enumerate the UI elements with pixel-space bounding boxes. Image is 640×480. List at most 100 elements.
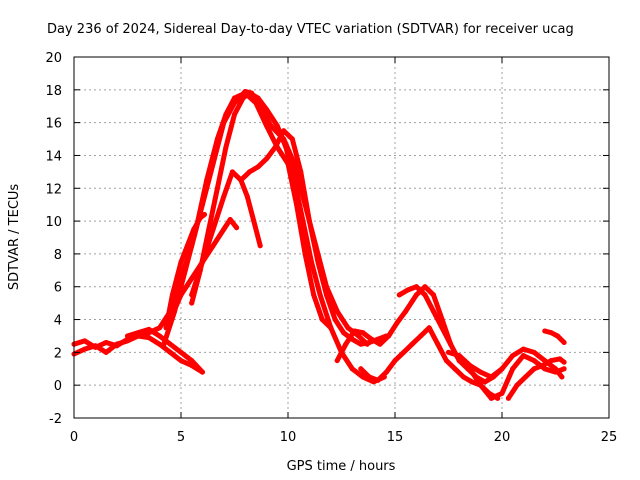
data-point: [82, 346, 88, 352]
data-point: [229, 169, 235, 175]
data-point: [264, 156, 270, 162]
data-point: [413, 292, 419, 298]
data-point: [452, 366, 458, 372]
data-point: [383, 369, 389, 375]
chart-title: Day 236 of 2024, Sidereal Day-to-day VTE…: [47, 22, 574, 37]
data-point: [157, 325, 163, 331]
x-tick-label: 25: [601, 430, 618, 445]
data-point: [309, 259, 314, 265]
data-point: [422, 284, 428, 290]
data-point: [555, 333, 561, 339]
data-point: [167, 341, 173, 347]
data-point: [375, 377, 381, 383]
data-point: [531, 349, 537, 355]
data-point: [103, 349, 109, 355]
data-point: [298, 169, 304, 175]
data-point: [478, 369, 484, 375]
data-point: [510, 366, 516, 372]
data-point: [300, 218, 306, 224]
data-point: [561, 340, 567, 345]
data-point: [302, 251, 308, 257]
data-point: [514, 382, 520, 388]
data-point: [227, 217, 233, 222]
data-point: [125, 338, 130, 344]
data-point: [223, 111, 229, 117]
data-point: [422, 292, 428, 298]
data-point: [405, 287, 411, 293]
data-point: [413, 284, 419, 290]
data-point: [418, 333, 424, 339]
data-point: [232, 111, 237, 117]
data-point: [334, 308, 340, 314]
data-point: [386, 333, 392, 339]
x-tick-label: 10: [280, 430, 297, 445]
data-point: [238, 177, 244, 183]
data-point: [167, 349, 173, 355]
data-point: [409, 341, 415, 347]
data-point: [488, 374, 494, 380]
data-point: [204, 177, 210, 183]
data-point: [247, 169, 252, 175]
data-point: [221, 226, 227, 232]
data-point: [257, 243, 263, 249]
data-point: [178, 349, 184, 355]
data-point: [306, 218, 312, 224]
data-point: [264, 123, 270, 129]
data-point: [332, 317, 338, 322]
x-tick-label: 5: [177, 430, 185, 445]
data-point: [328, 325, 334, 331]
data-point: [163, 325, 169, 331]
data-point: [255, 164, 261, 170]
data-point: [392, 358, 398, 364]
data-point: [253, 100, 259, 106]
data-point: [240, 95, 246, 101]
data-point: [157, 341, 163, 347]
y-tick-label: 8: [54, 248, 62, 263]
data-point: [461, 374, 466, 380]
data-point: [202, 212, 207, 217]
data-point: [274, 123, 280, 129]
data-point: [360, 330, 366, 336]
data-point: [510, 353, 516, 359]
data-point: [255, 95, 261, 101]
y-tick-label: 0: [54, 379, 62, 394]
data-point: [467, 366, 473, 372]
data-point: [366, 374, 372, 380]
data-point: [182, 267, 188, 273]
y-tick-label: 4: [54, 314, 62, 329]
x-axis-title: GPS time / hours: [287, 459, 396, 474]
data-point: [146, 326, 152, 332]
x-tick-label: 20: [494, 430, 511, 445]
data-point: [114, 341, 120, 347]
data-point: [178, 358, 184, 364]
data-point: [125, 333, 130, 339]
data-point: [431, 292, 436, 298]
data-point: [561, 359, 567, 365]
data-point: [157, 333, 163, 339]
data-point: [561, 366, 567, 372]
data-point: [247, 90, 252, 96]
y-tick-label: 20: [45, 51, 62, 66]
data-point: [448, 341, 454, 347]
ticks: [73, 56, 610, 419]
data-point: [210, 226, 216, 232]
data-point: [446, 349, 451, 355]
data-point: [345, 325, 351, 331]
plot-frame: [73, 56, 610, 419]
data-point: [283, 144, 289, 150]
data-point: [356, 333, 362, 339]
data-point: [358, 366, 364, 372]
y-tick-label: 2: [54, 346, 62, 361]
data-point: [234, 225, 240, 231]
data-point: [499, 366, 505, 372]
data-point: [488, 395, 494, 401]
data-point: [206, 226, 212, 232]
y-tick-label: 6: [54, 281, 62, 296]
data-point: [482, 379, 488, 385]
data-point: [197, 215, 203, 221]
data-point: [426, 325, 432, 331]
data-point: [351, 328, 357, 334]
data-point: [520, 353, 526, 359]
